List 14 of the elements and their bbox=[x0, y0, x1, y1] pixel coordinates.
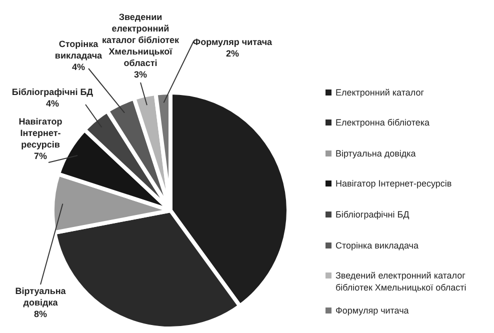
data-label: Віртуальна довідка 8% bbox=[15, 286, 67, 319]
legend-label: Зведений електронний каталог бібліотек Хмельницької області bbox=[336, 270, 466, 292]
legend-label: Віртуальна довідка bbox=[336, 148, 416, 158]
legend-label: Навігатор Інтернет-ресурсів bbox=[336, 178, 452, 188]
legend-label: Електронна бібліотека bbox=[336, 118, 430, 128]
data-label: Зведении електронний каталог бібліотек Хмельницької області 3% bbox=[102, 12, 180, 80]
data-label: Формуляр читача 2% bbox=[192, 36, 274, 58]
data-label: Бібліографічні БД 4% bbox=[12, 86, 94, 108]
legend-label: Електронний каталог bbox=[336, 88, 425, 98]
legend-label: Сторінка викладача bbox=[336, 240, 418, 250]
data-label: Сторінка викладача 4% bbox=[54, 39, 104, 72]
legend-label: Бібліографічні БД bbox=[336, 210, 410, 220]
legend-label: Формуляр читача bbox=[336, 306, 409, 316]
data-label: Навігатор Інтернет- ресурсів 7% bbox=[18, 116, 63, 161]
